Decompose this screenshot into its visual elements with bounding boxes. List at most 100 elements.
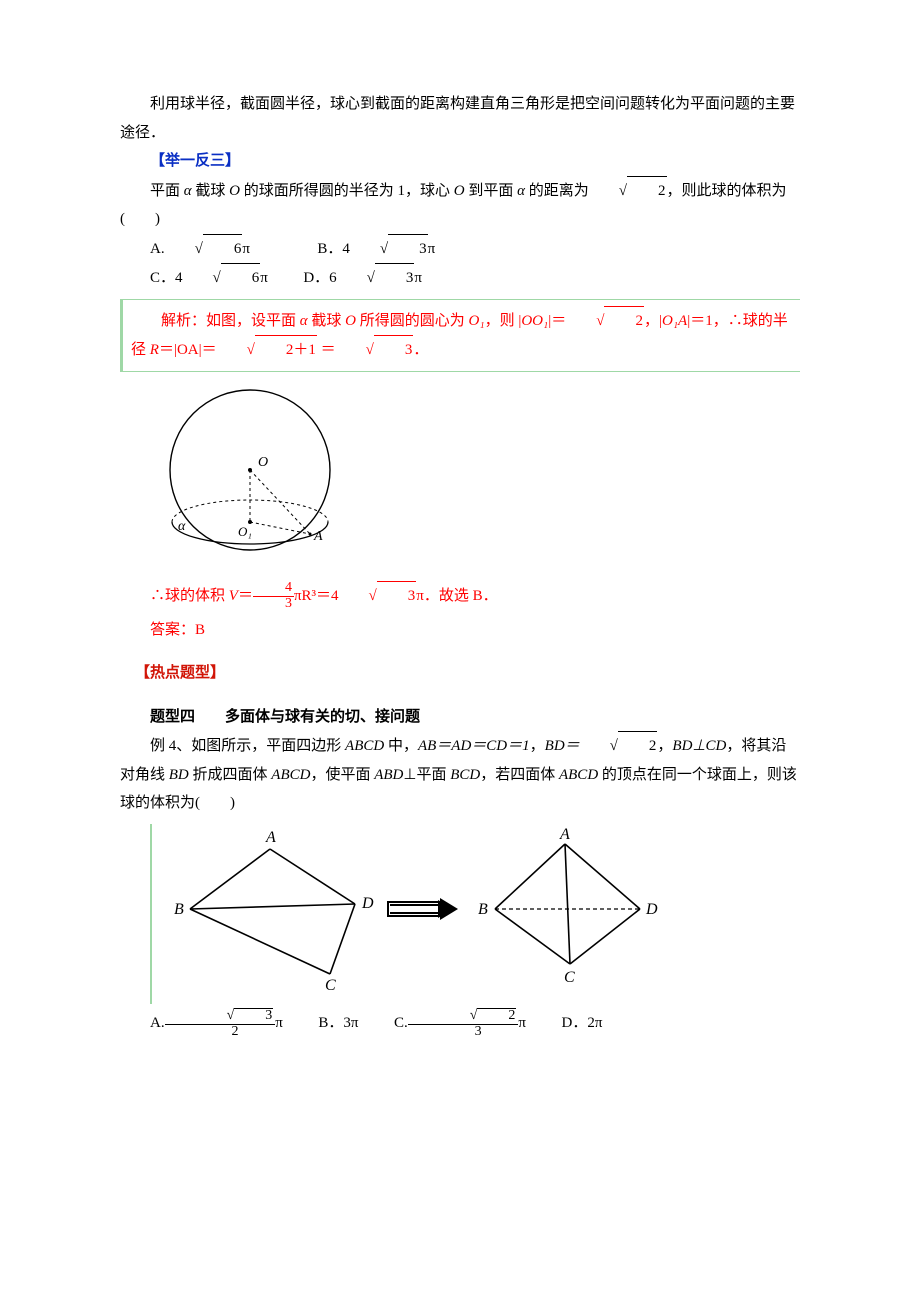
optB-pre: B．4 <box>317 241 350 257</box>
optB-rad: 3 <box>388 234 428 264</box>
ex4-s2: 中， <box>384 738 418 754</box>
concl-pre: ∴球的体积 <box>150 588 229 604</box>
answer-value: B <box>195 622 205 638</box>
hot-label-text: 【热点题型】 <box>135 665 225 681</box>
concl-tail: π．故选 B． <box>416 588 497 604</box>
ex4-opt-A: A.√32π <box>150 1015 283 1031</box>
stem-m4: 的距离为 <box>525 183 589 199</box>
ex4-bdrad: 2 <box>618 731 658 761</box>
sqrt2: √2 <box>589 176 667 206</box>
sol-sqrt2-rad: 2 <box>604 306 644 336</box>
alpha-var: α <box>184 183 192 199</box>
ex4-abcd3: ABCD <box>559 767 598 783</box>
svg-text:C: C <box>564 969 575 986</box>
optB-sqrt: √3 <box>350 234 428 264</box>
stem-m3: 到平面 <box>465 183 518 199</box>
ex4A-den: 2 <box>165 1025 276 1040</box>
svg-text:C: C <box>325 977 336 994</box>
hot-label: 【热点题型】 <box>120 659 800 688</box>
ex4A-sqrt: √3 <box>197 1008 274 1024</box>
ex4-s7: ，若四面体 <box>480 767 559 783</box>
ex4-s6: ⊥平面 <box>403 767 450 783</box>
sol-under-rad: 2＋1 <box>255 335 317 365</box>
sol-m4: |＝ <box>548 313 566 329</box>
ex4-c1: ， <box>530 738 545 754</box>
optD-rad: 3 <box>375 263 415 293</box>
ex4-abeq: AB＝AD＝CD＝1 <box>418 738 530 754</box>
ex4-abcd2: ABCD <box>271 767 310 783</box>
optC-rad: 6 <box>221 263 261 293</box>
ex4-label: 例 4、 <box>150 738 191 754</box>
sol-sqrt21: √2＋1 <box>217 335 317 365</box>
concl-sqrt3: √3 <box>339 581 417 611</box>
solution-line1: 解析：如图，设平面 α 截球 O 所得圆的圆心为 O₁，则 |OO₁|＝√2，|… <box>131 306 796 365</box>
sol-sqrt2: √2 <box>566 306 644 336</box>
ex4C-frac: √23 <box>408 1008 519 1039</box>
ex4C-den: 3 <box>408 1025 519 1040</box>
stem-pre: 平面 <box>150 183 184 199</box>
example4-stem: 例 4、如图所示，平面四边形 ABCD 中，AB＝AD＝CD＝1，BD＝√2，B… <box>120 731 800 818</box>
stem-m1: 截球 <box>192 183 230 199</box>
ex4-s1: 如图所示，平面四边形 <box>191 738 345 754</box>
answer-label: 答案： <box>150 622 195 638</box>
ex4C-rad: 2 <box>477 1008 516 1024</box>
sol-period: ． <box>413 342 428 358</box>
options-row2: C．4√6π D．6√3π <box>120 263 800 293</box>
sol-m1: 截球 <box>308 313 346 329</box>
optC-pi: π <box>260 270 268 286</box>
stem-m2: 的球面所得圆的半径为 1，球心 <box>240 183 454 199</box>
alpha-var2: α <box>517 183 525 199</box>
O-var2: O <box>454 183 465 199</box>
sol-eqOA: ＝|OA|＝ <box>159 342 217 358</box>
svg-text:D: D <box>361 895 374 912</box>
ex4-s5: ，使平面 <box>310 767 374 783</box>
ex4-c2: ， <box>657 738 672 754</box>
sol-c1: ，| <box>644 313 662 329</box>
sol-m2: 所得圆的圆心为 <box>356 313 469 329</box>
opt-B: B．4√3π <box>317 241 435 257</box>
concl-rad: 3 <box>377 581 417 611</box>
ex4A-pre: A. <box>150 1015 165 1031</box>
ex4-opt-D: D．2π <box>561 1015 602 1031</box>
variation-stem: 平面 α 截球 O 的球面所得圆的半径为 1，球心 O 到平面 α 的距离为√2… <box>120 176 800 234</box>
frac-den: 3 <box>253 597 294 612</box>
ex4C-pre: C. <box>394 1015 408 1031</box>
O-var: O <box>229 183 240 199</box>
sol-sqrt3: √3 <box>336 335 414 365</box>
ex4-s4: 折成四面体 <box>189 767 272 783</box>
concl-eq: ＝ <box>238 588 253 604</box>
answer-row: 答案：B <box>120 616 800 645</box>
fig-O-label: O <box>258 455 268 470</box>
ex4-bd: BD <box>169 767 189 783</box>
ex4-opt-C: C.√23π <box>394 1015 526 1031</box>
ex4A-pi: π <box>275 1015 283 1031</box>
svg-text:A: A <box>559 826 570 843</box>
opt-D: D．6√3π <box>303 270 422 286</box>
solution-box: 解析：如图，设平面 α 截球 O 所得圆的圆心为 O₁，则 |OO₁|＝√2，|… <box>120 299 800 372</box>
ex4-bdperp: BD⊥CD <box>672 738 726 754</box>
sol-pre: 解析：如图，设平面 <box>161 313 300 329</box>
sol-sqrt3-rad: 3 <box>374 335 414 365</box>
optD-sqrt: √3 <box>337 263 415 293</box>
optA-pre: A. <box>150 241 165 257</box>
variation-label: 【举一反三】 <box>120 147 800 176</box>
sol-O1A: O₁A <box>662 313 687 329</box>
sqrt2-rad: 2 <box>627 176 667 206</box>
optA-sqrt: √6 <box>165 234 243 264</box>
svg-text:D: D <box>645 901 658 918</box>
fig-A-label: A <box>313 529 323 544</box>
ex4-abcd: ABCD <box>345 738 384 754</box>
fig-alpha-label: α <box>178 519 186 534</box>
sol-OO1: OO₁ <box>521 313 548 329</box>
hot-type: 题型四 多面体与球有关的切、接问题 <box>120 703 800 732</box>
sphere-figure: O O₁ A α <box>150 382 800 578</box>
svg-text:B: B <box>478 901 488 918</box>
frac-num: 4 <box>253 581 294 597</box>
sol-alpha: α <box>300 313 308 329</box>
intro-paragraph: 利用球半径，截面圆半径，球心到截面的距离构建直角三角形是把空间问题转化为平面问题… <box>120 90 800 147</box>
frac-4-3: 43 <box>253 581 294 611</box>
optC-pre: C．4 <box>150 270 183 286</box>
solution-conclusion: ∴球的体积 V＝43πR³＝4√3π．故选 B． <box>120 581 800 612</box>
optA-pi: π <box>242 241 250 257</box>
optC-sqrt: √6 <box>183 263 261 293</box>
